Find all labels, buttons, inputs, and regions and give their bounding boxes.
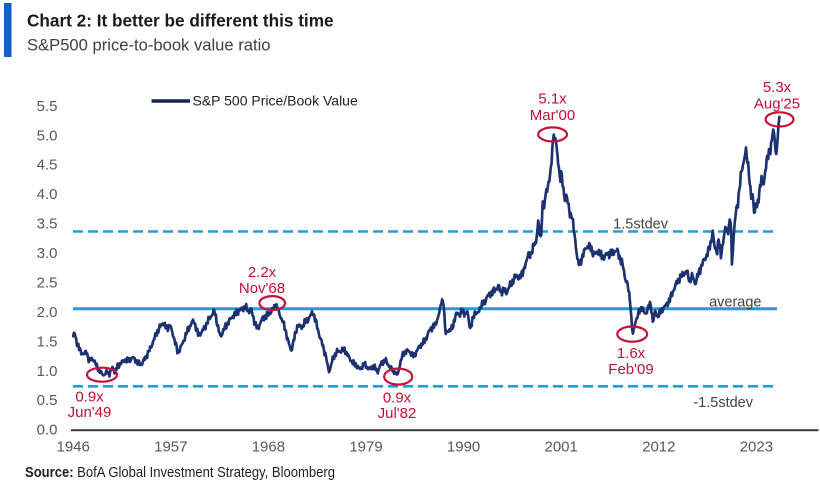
svg-text:1.0: 1.0 [37,363,58,380]
svg-text:5.5: 5.5 [37,98,58,115]
svg-text:0.9x: 0.9x [383,390,412,407]
svg-text:2001: 2001 [545,439,578,456]
svg-text:2012: 2012 [642,439,675,456]
svg-text:2.0: 2.0 [37,304,58,321]
svg-text:0.5: 0.5 [37,392,58,409]
svg-text:4.0: 4.0 [37,186,58,203]
svg-text:5.3x: 5.3x [763,79,792,96]
svg-text:3.5: 3.5 [37,216,58,233]
svg-text:1979: 1979 [349,439,382,456]
svg-text:Feb'09: Feb'09 [608,361,653,378]
svg-text:1.5stdev: 1.5stdev [613,217,669,233]
svg-text:5.1x: 5.1x [538,91,567,108]
svg-text:2.5: 2.5 [37,275,58,292]
svg-text:S&P500 price-to-book value rat: S&P500 price-to-book value ratio [27,36,271,55]
svg-text:average: average [709,294,761,310]
svg-text:0.0: 0.0 [37,422,58,439]
svg-text:2023: 2023 [740,439,773,456]
svg-text:1946: 1946 [57,439,90,456]
svg-text:0.9x: 0.9x [75,389,104,406]
svg-text:Aug'25: Aug'25 [754,96,800,113]
svg-text:-1.5stdev: -1.5stdev [693,395,753,411]
svg-text:1957: 1957 [154,439,187,456]
svg-text:Nov'68: Nov'68 [239,280,285,297]
svg-text:1.5: 1.5 [37,333,58,350]
svg-text:Mar'00: Mar'00 [530,107,575,124]
svg-text:Jun'49: Jun'49 [68,404,112,421]
svg-text:2.2x: 2.2x [248,264,277,281]
svg-text:Source: BofA Global Investment: Source: BofA Global Investment Strategy,… [25,463,335,480]
svg-text:S&P 500 Price/Book Value: S&P 500 Price/Book Value [193,93,358,109]
svg-text:Jul'82: Jul'82 [378,405,417,422]
svg-text:1968: 1968 [252,439,285,456]
svg-text:1990: 1990 [447,439,480,456]
svg-text:4.5: 4.5 [37,157,58,174]
svg-text:5.0: 5.0 [37,127,58,144]
svg-text:Chart 2: It better be differen: Chart 2: It better be different this tim… [27,11,334,31]
svg-text:3.0: 3.0 [37,245,58,262]
svg-text:1.6x: 1.6x [617,345,646,362]
